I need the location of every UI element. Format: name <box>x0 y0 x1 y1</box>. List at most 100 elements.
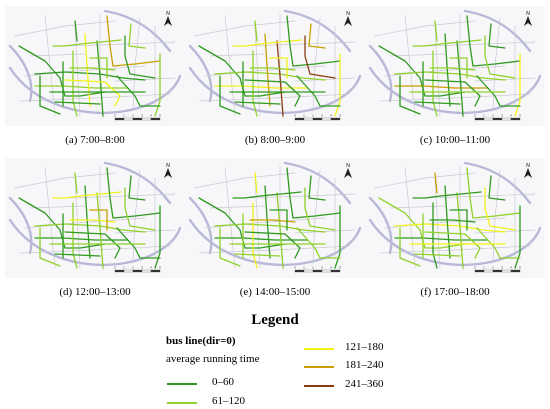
scale-tick-label: 4 <box>150 266 152 270</box>
map-panel-e: N 0 1 2 3 4 5 (e) 14:00–15:00 <box>185 158 365 308</box>
bus-line <box>514 205 521 269</box>
legend-label-121-180: 121–180 <box>345 341 384 353</box>
scale-tick-label: 4 <box>510 266 512 270</box>
bus-line <box>466 15 521 67</box>
bus-line <box>84 33 91 107</box>
bus-line <box>286 167 341 219</box>
bus-line <box>124 187 156 231</box>
street <box>132 169 141 264</box>
bus-line <box>69 219 116 223</box>
ring-road <box>463 9 532 53</box>
scale-tick-label: 4 <box>150 114 152 118</box>
bus-line <box>434 20 438 42</box>
panel-caption: (f) 17:00–18:00 <box>420 286 490 298</box>
street <box>19 245 171 254</box>
scale-tick-label: 4 <box>510 114 512 118</box>
bus-line <box>232 39 302 47</box>
north-arrow-icon <box>524 16 532 26</box>
bus-line <box>276 40 284 117</box>
legend-label-241-360: 241–360 <box>345 378 384 390</box>
street <box>384 217 506 229</box>
scale-tick-label: 0 <box>474 114 476 118</box>
legend-swatch-0-60 <box>167 383 197 385</box>
bus-line <box>308 175 326 201</box>
scale-tick-label: 4 <box>330 114 332 118</box>
ring-road <box>8 218 182 267</box>
street <box>209 53 266 57</box>
street <box>24 217 146 229</box>
ring-road <box>368 66 542 115</box>
ring-road <box>188 218 362 267</box>
bus-line <box>39 75 61 115</box>
bus-line <box>269 57 288 79</box>
scale-tick-label: 1 <box>303 114 305 118</box>
scale-tick-label: 3 <box>501 266 503 270</box>
scale-tick-label: 0 <box>294 266 296 270</box>
legend-metric: average running time <box>166 353 260 365</box>
map-panel-a: N 0 1 2 3 4 5 (a) 7:00–8:00 <box>5 6 185 156</box>
bus-line <box>264 33 271 107</box>
scale-tick-label: 0 <box>114 114 116 118</box>
north-label: N <box>166 11 170 17</box>
legend-swatch-241-360 <box>304 385 334 387</box>
scale-tick-label: 0 <box>474 266 476 270</box>
scale-tick-label: 2 <box>312 114 314 118</box>
scale-tick-label: 3 <box>501 114 503 118</box>
legend-subtitle: bus line(dir=0) <box>166 335 236 347</box>
bus-line <box>429 67 476 71</box>
panel-caption: (b) 8:00–9:00 <box>244 134 306 146</box>
scale-tick-label: 4 <box>330 266 332 270</box>
bus-line <box>52 191 122 199</box>
legend-swatch-181-240 <box>304 366 334 368</box>
street <box>254 177 261 269</box>
street <box>492 169 501 264</box>
street <box>14 20 116 37</box>
legend-title: Legend <box>251 312 299 328</box>
bus-line <box>69 67 116 71</box>
bus-line <box>249 219 296 223</box>
bus-line <box>244 231 301 259</box>
bus-line <box>254 20 258 42</box>
ring-road <box>103 161 172 205</box>
scale-tick-label: 2 <box>132 266 134 270</box>
bus-line <box>74 172 78 194</box>
map-panel-c: N 0 1 2 3 4 5 (c) 10:00–11:00 <box>365 6 545 156</box>
ring-road <box>283 9 352 53</box>
street <box>204 217 326 229</box>
ring-road <box>8 66 182 115</box>
bus-network-map: N 0 1 2 3 4 5 <box>185 6 365 126</box>
north-arrow-icon <box>344 16 352 26</box>
bus-line <box>488 175 506 201</box>
bus-line <box>116 227 161 259</box>
bus-line <box>434 172 438 194</box>
scale-tick-label: 2 <box>492 266 494 270</box>
street <box>29 205 86 209</box>
street <box>492 17 501 112</box>
bus-line <box>304 187 336 231</box>
north-label: N <box>346 11 350 17</box>
north-arrow-icon <box>344 168 352 178</box>
legend-label-61-120: 61–120 <box>212 395 245 407</box>
scale-tick-label: 2 <box>492 114 494 118</box>
bus-line <box>334 205 341 269</box>
bus-line <box>54 101 101 105</box>
ring-road <box>103 9 172 53</box>
bus-line <box>234 253 281 257</box>
bus-line <box>399 227 421 267</box>
bus-line <box>96 192 104 269</box>
bus-line <box>128 23 146 49</box>
bus-line <box>424 231 481 259</box>
bus-line <box>444 33 451 107</box>
bus-line <box>96 40 104 117</box>
street <box>312 169 321 264</box>
street <box>379 93 531 102</box>
scale-tick-label: 3 <box>141 114 143 118</box>
bus-line <box>514 53 521 117</box>
bus-line <box>89 209 108 231</box>
bus-line <box>449 57 468 79</box>
scale-tick-label: 0 <box>114 266 116 270</box>
ring-road <box>8 44 33 103</box>
ring-road <box>188 44 213 103</box>
bus-line <box>414 253 461 257</box>
bus-line <box>424 79 481 107</box>
